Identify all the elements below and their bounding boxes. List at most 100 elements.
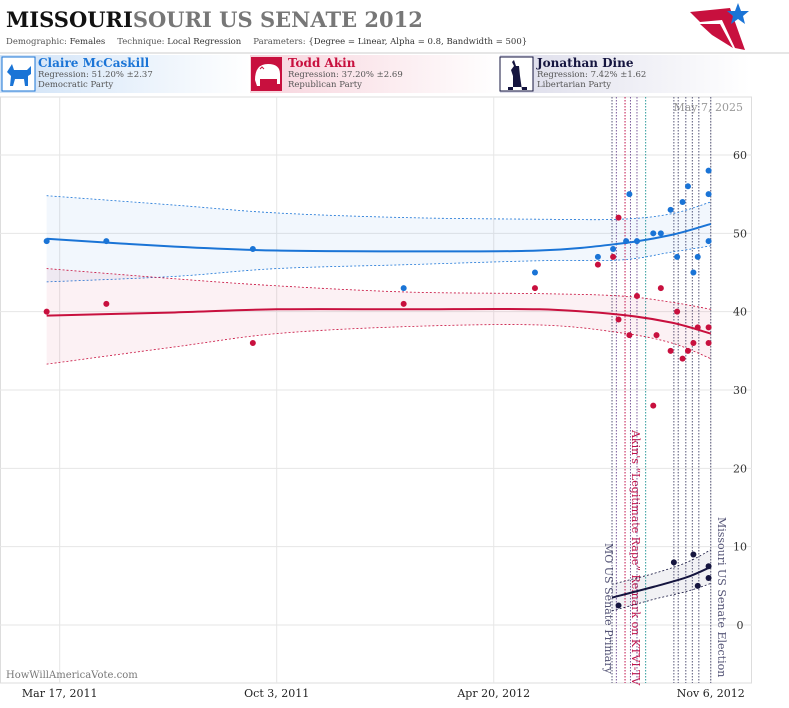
y-tick-label: 20 [733,462,747,475]
legend-regression: Regression: 7.42% ±1.62 [537,70,646,80]
poll-point [610,253,617,260]
poll-point [615,602,622,609]
title: MISSOURISOURI US SENATE 2012 [6,7,423,32]
legend-regression: Regression: 37.20% ±2.69 [288,70,403,80]
value: {Degree = Linear, Alpha = 0.8, Bandwidth… [308,37,527,47]
elephant-icon [251,57,282,91]
poll-point [400,300,407,307]
y-tick-label: 10 [733,541,747,554]
poll-point [684,347,691,354]
donkey-icon [1,56,36,92]
poll-point [249,245,256,252]
legend-name: Todd Akin [288,56,356,70]
poll-point [43,238,50,245]
poll-point [705,339,712,346]
poll-point [705,324,712,331]
poll-point [594,261,601,268]
poll-point [531,285,538,292]
poll-point [633,292,640,299]
poll-point [674,253,681,260]
poll-point [623,238,630,245]
poll-point [626,191,633,198]
poll-point [694,582,701,589]
poll-point [610,245,617,252]
poll-point [690,269,697,276]
poll-point [694,253,701,260]
confidence-band [46,268,711,365]
poll-point [103,238,110,245]
poll-point [103,300,110,307]
band-lower [611,583,711,612]
poll-point [674,308,681,315]
poll-point [690,551,697,558]
poll-point [694,324,701,331]
poll-point [633,238,640,245]
label: Demographic: [6,37,67,47]
poll-point [400,285,407,292]
date-stamp: May 7, 2025 [673,101,743,114]
band-lower [46,245,711,283]
event-label: MO US Senate Primary [602,543,615,675]
poll-point [615,316,622,323]
confidence-band [612,549,711,611]
x-tick-label: Oct 3, 2011 [244,687,309,700]
x-tick-label: Mar 17, 2011 [22,687,98,700]
poll-point [679,355,686,362]
y-tick-label: 0 [737,619,744,632]
poll-point [594,253,601,260]
poll-point [615,214,622,221]
poll-point [650,402,657,409]
band-lower [46,324,711,365]
y-tick-label: 50 [733,227,747,240]
value: Local Regression [167,37,242,47]
poll-point [705,238,712,245]
subtitle: Demographic: Females Technique: Local Reg… [6,37,527,47]
poll-point [43,308,50,315]
legend-name: Jonathan Dine [536,56,634,70]
logo [690,3,749,50]
poll-point [705,563,712,570]
y-tick-label: 30 [733,384,747,397]
label: Technique: [117,37,164,47]
poll-point [705,167,712,174]
poll-point [670,559,677,566]
poll-point [679,198,686,205]
poll-point [531,269,538,276]
legend-party: Republican Party [288,80,362,90]
title-bold: MISSOURI [6,7,133,32]
poll-point [667,206,674,213]
label: Parameters: [253,37,305,47]
trend-line [611,565,712,599]
source: HowWillAmericaVote.com [6,670,138,681]
value: Females [70,37,106,47]
poll-point [705,575,712,582]
poll-point [653,332,660,339]
band-upper [46,195,711,221]
liberty-icon [499,56,534,92]
poll-point [667,347,674,354]
poll-point [657,230,664,237]
x-tick-label: Nov 6, 2012 [677,687,745,700]
trend-line [46,222,712,253]
legend-name: Claire McCaskill [38,56,150,70]
y-tick-label: 40 [733,306,747,319]
legend-party: Democratic Party [38,80,113,90]
poll-point [684,183,691,190]
poll-point [650,230,657,237]
poll-point [705,191,712,198]
band-upper [611,549,711,585]
title-rest: SOURI US SENATE 2012 [133,7,423,32]
event-label: Akin's “Legitimate Rape” Remark on KTVI-… [629,429,642,686]
poll-point [690,339,697,346]
trend-line [46,307,712,335]
band-upper [46,268,711,310]
x-tick-label: Apr 20, 2012 [456,687,530,700]
poll-point [626,332,633,339]
poll-point [657,285,664,292]
poll-point [249,339,256,346]
legend-regression: Regression: 51.20% ±2.37 [38,70,153,80]
event-label: Missouri US Senate Election [715,517,728,677]
confidence-band [46,195,711,282]
